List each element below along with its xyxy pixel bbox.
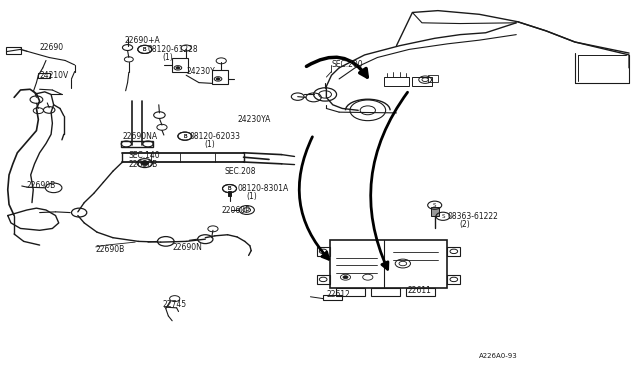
Bar bbox=[431, 208, 438, 215]
Bar bbox=[172, 58, 188, 72]
Text: 22690N: 22690N bbox=[172, 243, 202, 252]
Text: 08120-61228: 08120-61228 bbox=[148, 45, 198, 54]
Text: 24230YA: 24230YA bbox=[237, 115, 271, 124]
Text: 22745: 22745 bbox=[163, 300, 187, 310]
Bar bbox=[447, 275, 460, 284]
Circle shape bbox=[176, 67, 180, 69]
Text: (2): (2) bbox=[459, 219, 470, 228]
Bar bbox=[121, 141, 153, 147]
Text: 08120-8301A: 08120-8301A bbox=[237, 184, 289, 193]
Circle shape bbox=[141, 161, 148, 165]
Circle shape bbox=[216, 78, 220, 80]
Text: B: B bbox=[228, 186, 231, 191]
Text: 08120-62033: 08120-62033 bbox=[189, 132, 241, 141]
Text: (1): (1) bbox=[246, 192, 257, 201]
Bar bbox=[212, 70, 228, 84]
Text: B: B bbox=[183, 134, 187, 139]
Circle shape bbox=[343, 276, 348, 279]
Text: (1): (1) bbox=[162, 53, 173, 62]
Bar bbox=[323, 295, 342, 301]
Text: B: B bbox=[183, 134, 187, 139]
Text: 22690B: 22690B bbox=[96, 245, 125, 254]
Bar bbox=[330, 240, 447, 288]
Bar bbox=[384, 77, 409, 86]
Bar bbox=[412, 77, 431, 86]
Text: B: B bbox=[228, 186, 231, 191]
Text: (1): (1) bbox=[204, 140, 215, 149]
Text: 22690B: 22690B bbox=[27, 182, 56, 190]
Text: 22612: 22612 bbox=[326, 290, 350, 299]
Text: SEC.140: SEC.140 bbox=[129, 151, 161, 160]
Text: S: S bbox=[441, 214, 445, 219]
Bar bbox=[317, 275, 330, 284]
Text: SEC.208: SEC.208 bbox=[225, 167, 256, 176]
Bar bbox=[317, 247, 330, 256]
Bar bbox=[228, 191, 232, 196]
Bar bbox=[371, 288, 399, 296]
Text: 22690: 22690 bbox=[40, 43, 64, 52]
Bar bbox=[38, 73, 50, 78]
Text: 22690NA: 22690NA bbox=[122, 132, 157, 141]
Bar bbox=[336, 288, 365, 296]
Text: 22060P: 22060P bbox=[221, 206, 250, 215]
Bar bbox=[406, 288, 435, 296]
Text: 24230Y: 24230Y bbox=[186, 67, 215, 76]
Text: SEC.200: SEC.200 bbox=[332, 60, 363, 70]
Text: S: S bbox=[433, 203, 436, 208]
Text: B: B bbox=[143, 47, 147, 52]
Text: 22690B: 22690B bbox=[129, 160, 158, 169]
Text: 22690+A: 22690+A bbox=[124, 36, 160, 45]
Text: 22611: 22611 bbox=[408, 286, 432, 295]
Bar bbox=[447, 247, 460, 256]
Text: 24210V: 24210V bbox=[40, 71, 69, 80]
Text: 08363-61222: 08363-61222 bbox=[447, 212, 499, 221]
Text: B: B bbox=[143, 47, 147, 52]
Bar bbox=[428, 75, 438, 81]
Bar bbox=[6, 47, 20, 54]
Text: A226A0-93: A226A0-93 bbox=[479, 353, 518, 359]
